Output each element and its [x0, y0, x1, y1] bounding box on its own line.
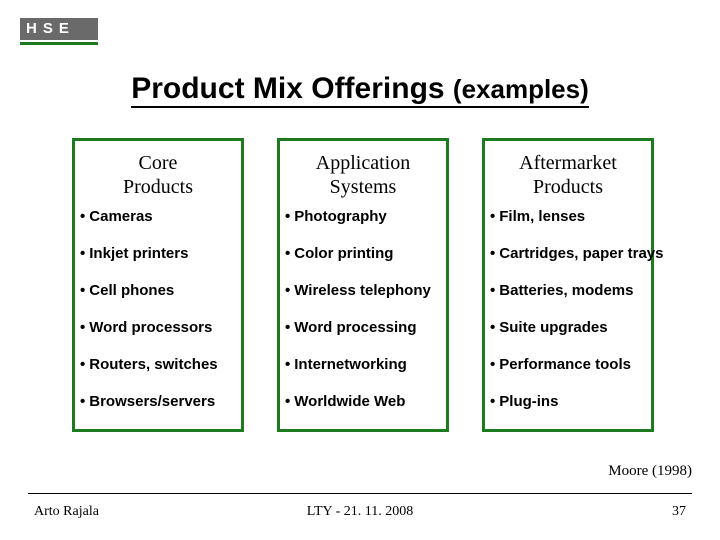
header-line: Products	[123, 176, 193, 198]
cell-app: •Color printing	[285, 245, 393, 262]
column-header: Core Products	[75, 151, 241, 199]
cell-after: •Cartridges, paper trays	[490, 245, 664, 262]
title-sub: (examples)	[453, 74, 589, 104]
header-line: Core	[139, 152, 178, 174]
cell-app: •Worldwide Web	[285, 393, 405, 410]
logo-text: HSE	[20, 18, 98, 40]
title-main: Product Mix Offerings	[131, 72, 444, 105]
cell-core: •Cell phones	[80, 282, 174, 299]
cell-app: •Internetworking	[285, 356, 407, 373]
cell-core: •Browsers/servers	[80, 393, 215, 410]
cell-core: •Routers, switches	[80, 356, 218, 373]
slide-title: Product Mix Offerings (examples)	[0, 72, 720, 108]
footer-divider	[28, 493, 692, 494]
table-row: •Browsers/servers •Worldwide Web •Plug-i…	[0, 393, 720, 430]
cell-core: •Word processors	[80, 319, 212, 336]
cell-after: •Plug-ins	[490, 393, 558, 410]
footer-page: 37	[672, 504, 686, 520]
table-row: •Inkjet printers •Color printing •Cartri…	[0, 245, 720, 282]
logo: HSE	[20, 18, 98, 45]
footer-date: LTY - 21. 11. 2008	[0, 504, 720, 520]
table-row: •Routers, switches •Internetworking •Per…	[0, 356, 720, 393]
cell-core: •Cameras	[80, 208, 153, 225]
citation: Moore (1998)	[608, 463, 692, 480]
logo-underline	[20, 42, 98, 45]
cell-app: •Word processing	[285, 319, 417, 336]
cell-app: •Photography	[285, 208, 387, 225]
column-header: Aftermarket Products	[485, 151, 651, 199]
column-header: Application Systems	[280, 151, 446, 199]
header-line: Aftermarket	[519, 152, 617, 174]
data-rows: •Cameras •Photography •Film, lenses •Ink…	[0, 208, 720, 430]
table-row: •Cameras •Photography •Film, lenses	[0, 208, 720, 245]
table-row: •Word processors •Word processing •Suite…	[0, 319, 720, 356]
cell-after: •Performance tools	[490, 356, 631, 373]
cell-after: •Batteries, modems	[490, 282, 633, 299]
header-line: Systems	[330, 176, 397, 198]
header-line: Application	[316, 152, 410, 174]
cell-after: •Film, lenses	[490, 208, 585, 225]
cell-core: •Inkjet printers	[80, 245, 188, 262]
header-line: Products	[533, 176, 603, 198]
cell-after: •Suite upgrades	[490, 319, 608, 336]
cell-app: •Wireless telephony	[285, 282, 431, 299]
table-row: •Cell phones •Wireless telephony •Batter…	[0, 282, 720, 319]
